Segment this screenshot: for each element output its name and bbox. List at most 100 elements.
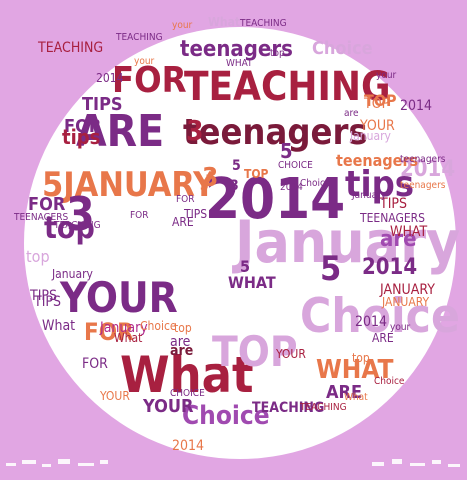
word-top-51: TOP	[363, 96, 390, 112]
word-2014-2: 2014	[205, 167, 345, 232]
word-are-61: ARE	[172, 215, 194, 229]
word-top-37: top	[26, 247, 50, 266]
word-what-87: WHAT	[226, 58, 253, 69]
word-what-71: What	[114, 331, 142, 345]
word-january-0: January	[232, 208, 460, 276]
word-what-32: WHAT	[390, 224, 427, 240]
word-for-54: FOR	[82, 356, 108, 372]
word-2014-60: 2014	[400, 98, 432, 114]
word-top-92: top	[270, 48, 285, 59]
word-5-69: 5	[240, 257, 250, 276]
word-what-52: WHAT	[228, 273, 276, 292]
word-your-80: YOUR	[99, 389, 130, 403]
word-for-22: FOR	[84, 318, 134, 346]
word-tips-38: TIPS	[29, 288, 57, 304]
word-teaching-94: TEACHING	[53, 220, 101, 231]
word-january-77: January	[349, 129, 392, 143]
word-top-12: top	[44, 211, 95, 246]
word-teenagers-34: TEENAGERS	[359, 211, 425, 225]
word-2014-49: 2014	[96, 71, 124, 85]
word-your-50: YOUR	[359, 118, 395, 134]
word-choice-84: CHOICE	[170, 388, 205, 399]
word-5-82: 5	[232, 158, 241, 174]
word-for-23: FOR	[64, 116, 102, 137]
word-january-76: January	[351, 190, 387, 201]
word-3-58: 3	[202, 163, 218, 193]
word-for-39: FOR	[28, 194, 66, 215]
word-top-14: TOP	[212, 327, 298, 376]
word-teaching-28: TEACHING	[252, 400, 324, 416]
word-for-8: FOR	[112, 60, 187, 101]
word-choice-1: Choice	[300, 289, 460, 344]
word-tips-70: TIPS	[183, 207, 207, 221]
word-january-47: January	[99, 320, 148, 336]
word-your-85: your	[134, 56, 155, 67]
word-teenagers-45: teenagers	[400, 154, 446, 165]
word-choice-18: Choice	[182, 401, 270, 431]
word-your-43: your	[172, 20, 193, 31]
word-cloud-words: JanuaryChoice2014WhatYOURARETEACHINGteen…	[13, 15, 460, 454]
word-top-74: top	[174, 321, 192, 335]
word-tips-21: TIPS	[33, 294, 61, 310]
word-3-13: 3	[66, 187, 95, 241]
word-what-53: What	[42, 318, 75, 334]
word-january-73: JANUARY	[381, 295, 429, 309]
word-what-65: What	[344, 392, 368, 403]
cloud-background-circle	[24, 27, 456, 459]
word-are-5: ARE	[76, 106, 164, 157]
word-for-90: FOR	[176, 194, 195, 205]
word-top-78: TOP	[244, 167, 269, 181]
word-teaching-42: TEACHING	[37, 40, 103, 56]
word-your-63: your	[376, 70, 397, 81]
word-teaching-6: TEACHING	[184, 64, 391, 110]
word-2014-16: 2014	[362, 255, 417, 280]
word-teaching-66: TEACHING	[299, 402, 347, 413]
word-2014-89: 2014	[172, 438, 204, 454]
word-2014-29: 2014	[400, 157, 455, 182]
word-teaching-83: TEACHING	[115, 32, 163, 43]
word-teenagers-7: teenagers	[183, 112, 368, 153]
bottom-sparkle-marks	[6, 459, 460, 467]
word-3-68: 3	[200, 178, 209, 194]
word-tips-11: tips	[345, 164, 414, 205]
word-tips-24: tips	[62, 125, 100, 149]
word-5-17: 5	[320, 249, 341, 289]
word-choice-67: Choice	[374, 376, 405, 387]
word-tips-20: TIPS	[82, 94, 123, 115]
word-for-95: FOR	[130, 210, 149, 221]
word-january-30: JANUARY	[379, 282, 435, 298]
word-are-26: are	[170, 343, 193, 359]
word-teenagers-75: teenagers	[400, 180, 446, 191]
word-teenagers-9: teenagers	[180, 37, 293, 62]
word-are-56: are	[170, 334, 191, 350]
word-are-72: ARE	[372, 331, 394, 345]
word-teenagers-33: teenagers	[336, 151, 418, 170]
word-teaching-46: TEACHING	[239, 18, 287, 29]
word-what-3: What	[120, 346, 254, 404]
word-your-4: YOUR	[59, 273, 178, 322]
word-choice-48: Choice	[140, 319, 177, 333]
word-your-93: your	[390, 322, 411, 333]
word-top-35: TOP	[364, 91, 397, 110]
word-choice-62: CHOICE	[278, 160, 313, 171]
word-5-59: 5	[280, 139, 293, 163]
word-2014-36: 2014	[355, 314, 387, 330]
word-choice-41: Choice	[312, 38, 373, 59]
word-3-81: 3	[230, 178, 239, 194]
word-tips-55: TIPS	[379, 196, 407, 212]
word-your-64: YOUR	[275, 347, 306, 361]
word-3-25: 3	[186, 114, 204, 147]
word-are-31: ARE	[326, 382, 362, 403]
word-top-57: top	[352, 351, 370, 365]
word-what-19: WHAT	[316, 355, 393, 385]
word-what-44: What	[208, 15, 240, 29]
word-are-88: are	[344, 108, 359, 119]
word-january-40: January	[51, 267, 94, 281]
word-teenagers-91: TEENAGERS	[13, 212, 68, 223]
word-2014-79: 2014	[280, 182, 303, 193]
word-your-27: YOUR	[142, 396, 194, 417]
word-choice-86: Choice	[300, 178, 331, 189]
word-5january-10: 5JANUARY	[42, 165, 216, 205]
